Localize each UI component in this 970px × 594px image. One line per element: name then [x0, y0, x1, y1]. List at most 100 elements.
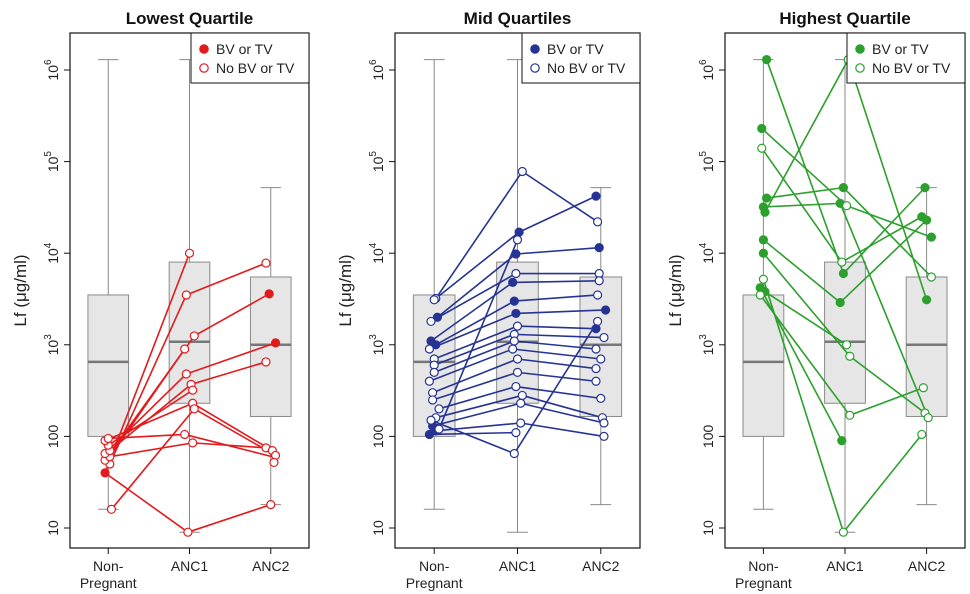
- y-tick-label: 106: [698, 59, 716, 81]
- pair-line: [187, 503, 272, 533]
- point-bv: [758, 235, 769, 245]
- pair-line: [514, 294, 598, 302]
- point-no-bv: [596, 393, 606, 403]
- y-tick-label: 100: [700, 425, 716, 449]
- point-bv: [835, 297, 845, 308]
- point-no-bv: [434, 404, 444, 414]
- pair-line: [762, 278, 845, 533]
- point-no-bv: [837, 257, 847, 267]
- pair-line: [520, 402, 605, 424]
- y-tick-base: 10: [700, 340, 716, 356]
- point-no-bv: [592, 316, 603, 327]
- pair-line: [513, 320, 599, 454]
- point-bv: [761, 54, 772, 65]
- point-bv: [432, 312, 442, 322]
- pair-line: [520, 422, 605, 438]
- y-axis-label: Lf (μg/ml): [336, 254, 355, 326]
- pair-line: [107, 389, 194, 446]
- y-axis-label: Lf (μg/ml): [11, 254, 30, 326]
- y-tick-base: 10: [45, 248, 61, 264]
- pair-line: [432, 358, 518, 394]
- point-no-bv: [516, 418, 526, 428]
- point-no-bv: [591, 376, 601, 386]
- y-tick-label: 103: [43, 334, 61, 356]
- point-bv: [424, 429, 434, 440]
- point-no-bv: [755, 290, 765, 300]
- point-no-bv: [181, 290, 191, 300]
- point-no-bv: [434, 424, 444, 434]
- point-bv: [838, 183, 849, 193]
- y-tick-base: 10: [370, 65, 386, 81]
- pair-line: [438, 385, 517, 410]
- pair-line: [762, 252, 851, 357]
- point-bv: [514, 227, 524, 237]
- y-axis-label: Lf (μg/ml): [666, 254, 685, 326]
- pair-line: [435, 171, 523, 299]
- y-tick-exponent: 3: [368, 334, 379, 340]
- point-no-bv: [511, 268, 521, 279]
- y-tick-exponent: 3: [43, 334, 54, 340]
- pair-line: [104, 402, 194, 442]
- point-no-bv: [845, 410, 855, 420]
- pair-line: [193, 293, 270, 337]
- point-no-bv: [180, 344, 190, 354]
- point-no-bv: [424, 376, 434, 386]
- point-no-bv: [757, 143, 767, 153]
- point-no-bv: [841, 201, 852, 211]
- point-bv: [100, 468, 110, 478]
- legend-box: [190, 32, 310, 84]
- point-bv: [920, 183, 930, 193]
- pair-line: [109, 442, 193, 458]
- point-no-bv: [509, 448, 519, 459]
- pair-line: [517, 371, 597, 383]
- pair-line: [522, 394, 603, 419]
- panel-title: Highest Quartile: [779, 9, 910, 28]
- y-tick-label: 106: [368, 59, 386, 81]
- point-no-bv: [512, 354, 523, 364]
- pair-line: [110, 408, 195, 510]
- y-tick-label: 104: [368, 242, 386, 264]
- legend-marker-filled: [530, 44, 540, 54]
- pair-line: [759, 294, 851, 416]
- point-no-bv: [591, 344, 601, 354]
- y-tick-base: 10: [700, 520, 716, 536]
- y-tick-exponent: 4: [698, 242, 709, 248]
- point-no-bv: [838, 527, 849, 537]
- point-no-bv: [591, 363, 601, 374]
- y-tick-base: 100: [370, 425, 386, 449]
- y-tick-label: 104: [43, 242, 61, 264]
- y-tick-base: 100: [700, 425, 716, 449]
- pair-line: [436, 253, 517, 318]
- y-tick-exponent: 5: [698, 151, 709, 157]
- y-tick-label: 10: [370, 520, 386, 536]
- pair-line: [518, 195, 597, 233]
- x-tick-label: ANC2: [908, 558, 946, 574]
- point-no-bv: [845, 351, 855, 361]
- y-tick-exponent: 6: [698, 59, 709, 65]
- pair-line: [847, 59, 928, 301]
- point-no-bv: [512, 367, 523, 377]
- point-bv: [760, 207, 770, 217]
- point-no-bv: [426, 316, 436, 327]
- pair-line: [521, 170, 599, 223]
- point-bv: [837, 435, 847, 446]
- point-bv: [921, 295, 932, 305]
- pair-line: [186, 262, 267, 296]
- point-no-bv: [188, 385, 198, 395]
- pair-line: [433, 231, 520, 301]
- y-tick-base: 100: [45, 425, 61, 449]
- point-no-bv: [926, 272, 937, 282]
- point-no-bv: [261, 258, 271, 268]
- y-tick-base: 10: [45, 156, 61, 172]
- pair-line: [765, 59, 845, 274]
- point-no-bv: [181, 369, 191, 379]
- point-no-bv: [189, 331, 199, 341]
- y-tick-base: 10: [370, 248, 386, 264]
- x-tick-label: ANC1: [499, 558, 537, 574]
- pair-line: [763, 202, 841, 208]
- pair-line: [842, 187, 932, 278]
- point-no-bv: [511, 428, 521, 438]
- x-tick-label-line2: Pregnant: [406, 575, 463, 591]
- pair-line: [192, 402, 273, 452]
- point-no-bv: [426, 415, 436, 425]
